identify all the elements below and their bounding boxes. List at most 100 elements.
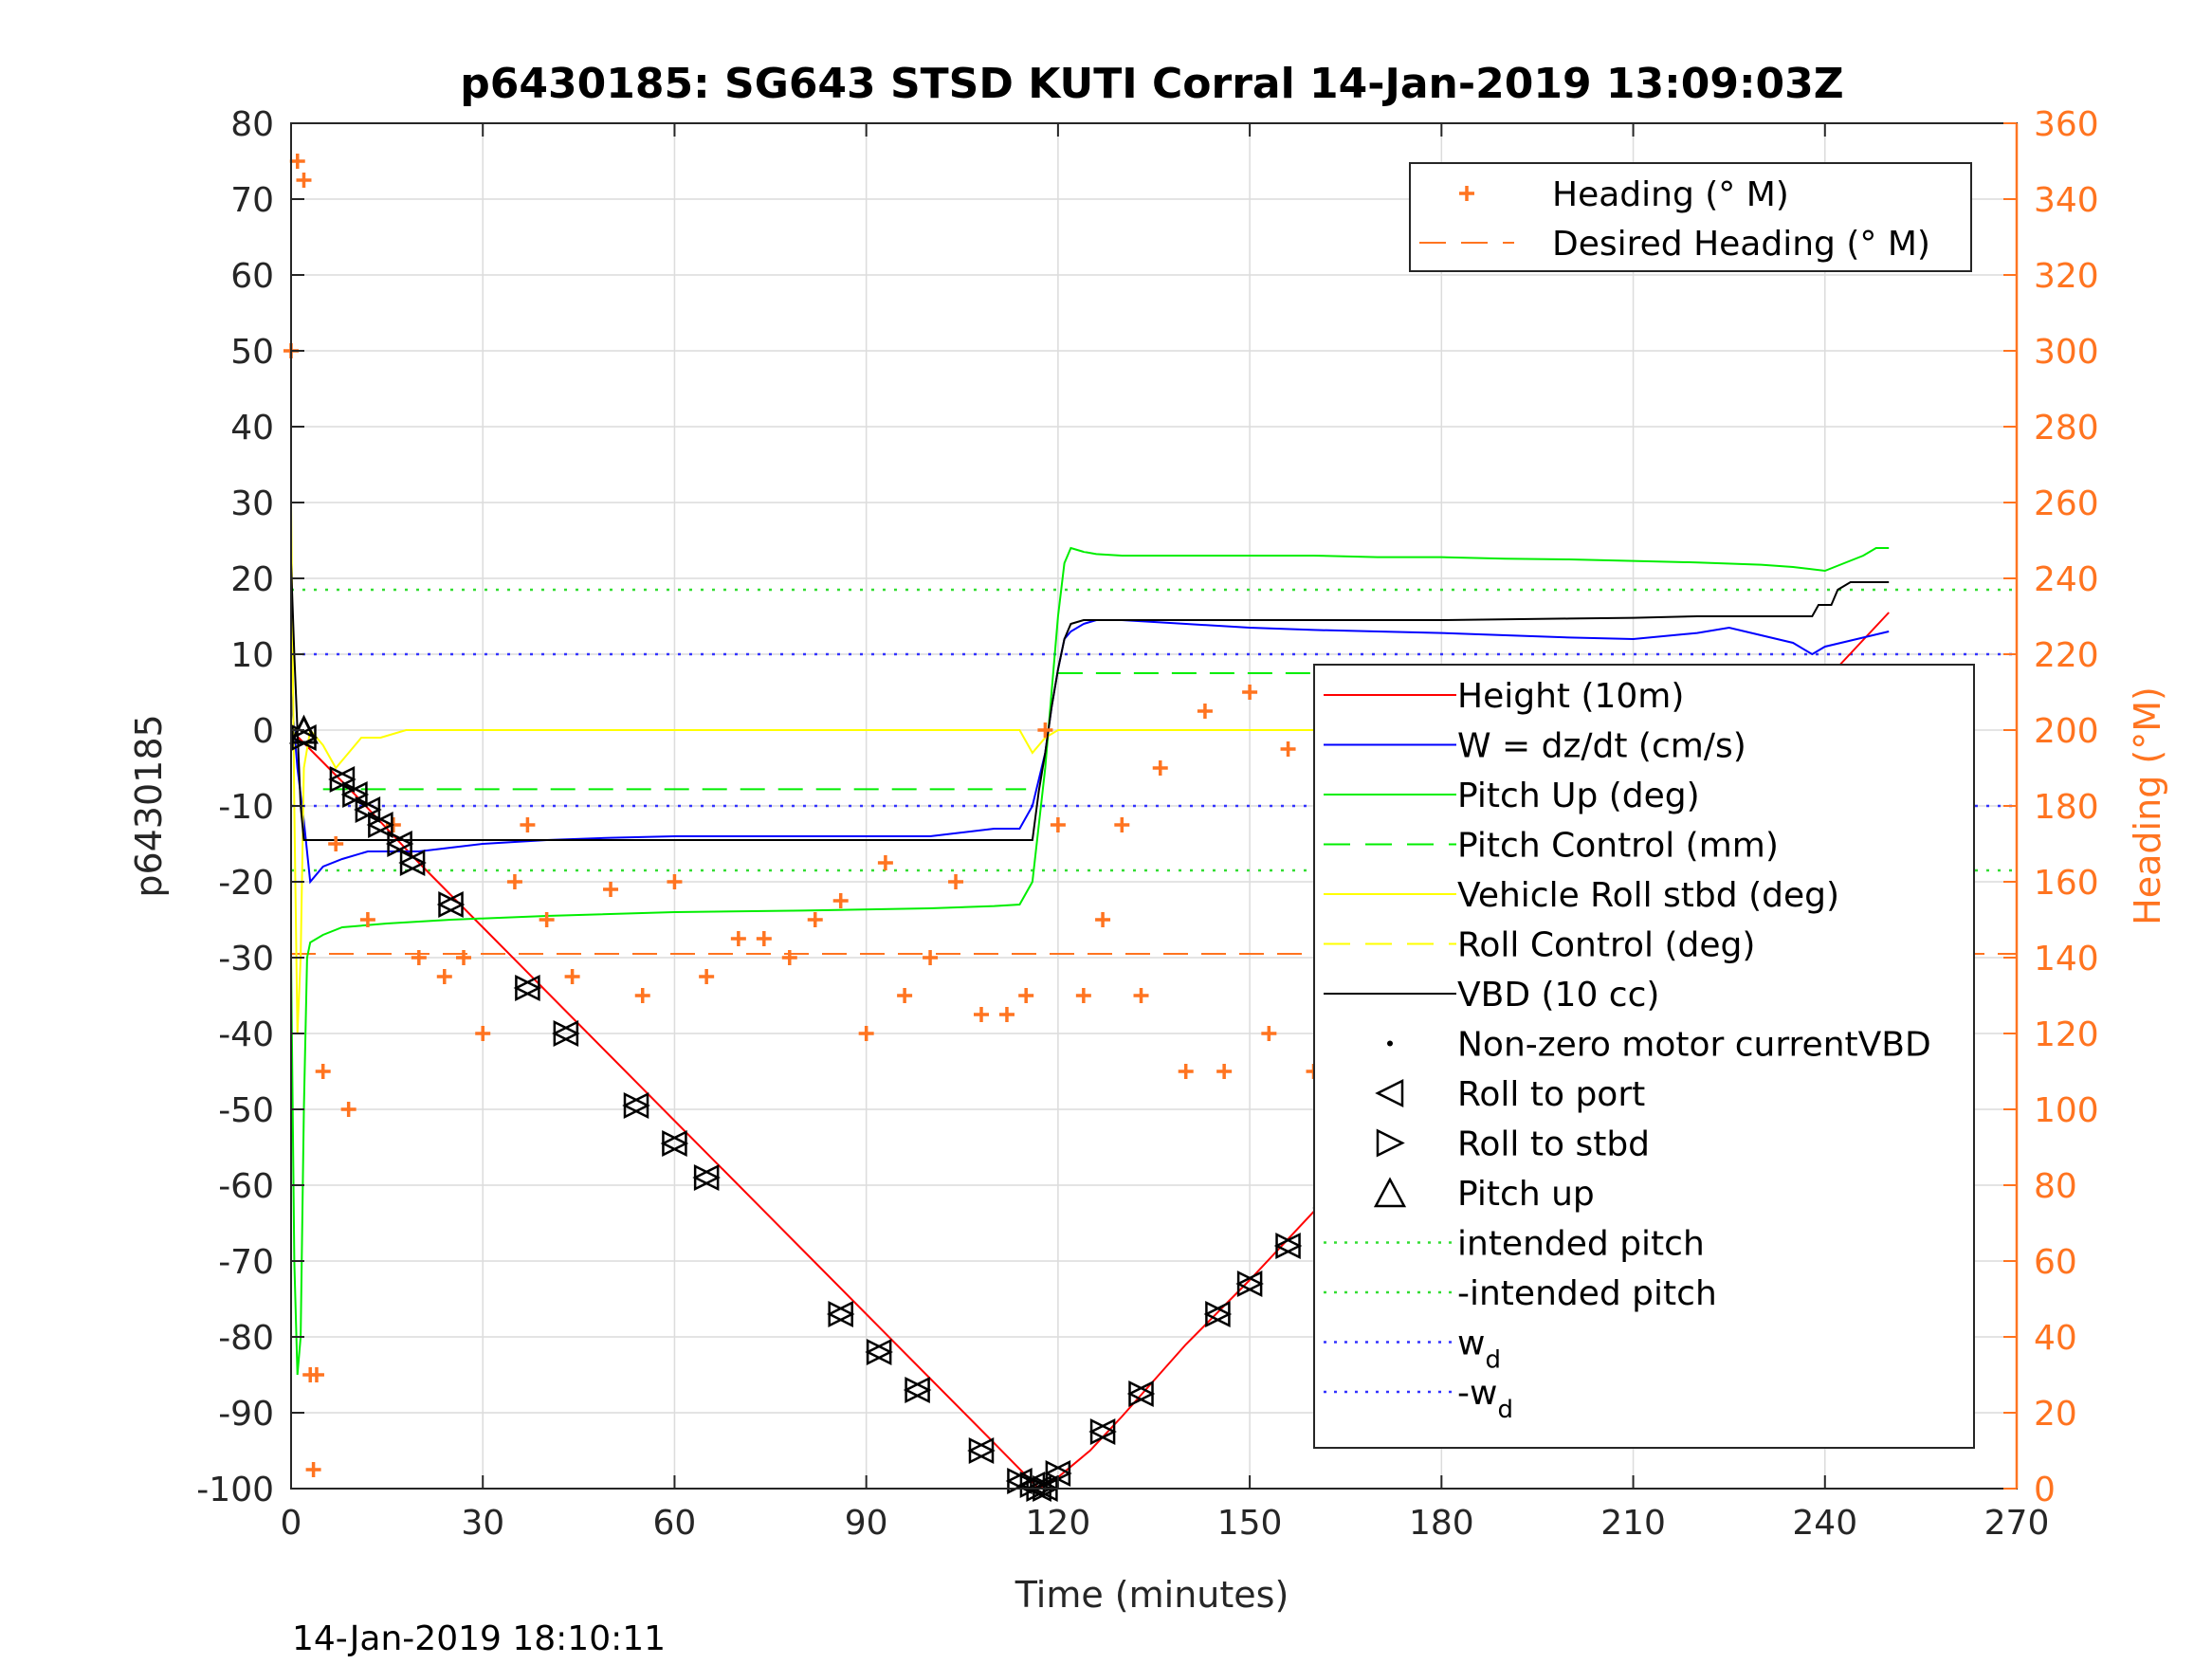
roll-to-port-marker (826, 1300, 853, 1328)
roll-to-port-marker (903, 1376, 930, 1404)
y-right-tick-label: 180 (2034, 788, 2099, 827)
y-right-tick-label: 300 (2034, 333, 2099, 372)
y-right-tick-label: 320 (2034, 257, 2099, 296)
legend-label: Pitch Up (deg) (1457, 777, 1700, 815)
roll-to-stbd-marker (968, 1436, 996, 1465)
heading-point (1152, 760, 1168, 776)
x-tick-label: 210 (1600, 1504, 1666, 1543)
heading-point (1114, 817, 1130, 832)
x-tick-label: 30 (461, 1504, 504, 1543)
roll-to-stbd-marker (399, 849, 427, 877)
y-left-tick-label: 80 (230, 105, 274, 144)
x-tick-label: 180 (1409, 1504, 1474, 1543)
roll-to-stbd-marker (693, 1163, 721, 1192)
legend-entry: Height (10m) (1324, 677, 1684, 716)
legend-tri-left (1375, 1078, 1404, 1108)
y-left-tick-label: 30 (230, 485, 274, 523)
heading-point (305, 1462, 321, 1477)
y-right-tick-label: 40 (2034, 1319, 2077, 1358)
y-right-tick-label: 60 (2034, 1243, 2077, 1282)
y-left-tick-label: -50 (218, 1091, 274, 1130)
y-right-tick-label: 220 (2034, 636, 2099, 675)
y-left-tick-label: 70 (230, 181, 274, 220)
legend-main: Height (10m) W = dz/dt (cm/s) Pitch Up (de… (1313, 664, 1975, 1449)
y-left-tick-label: -10 (218, 788, 274, 827)
legend-entry: Roll Control (deg) (1324, 926, 1755, 965)
y-right-tick-label: 120 (2034, 1015, 2099, 1054)
legend-label: Roll to stbd (1457, 1125, 1650, 1164)
heading-point (475, 1026, 491, 1041)
heading-point (315, 1064, 331, 1079)
x-tick-label: 60 (653, 1504, 697, 1543)
heading-point (1216, 1064, 1233, 1079)
x-tick-label: 90 (845, 1504, 888, 1543)
roll-to-port-marker (1088, 1417, 1116, 1446)
heading-point (634, 988, 650, 1003)
y-left-tick-label: -60 (218, 1167, 274, 1206)
y-left-tick-label: 0 (252, 712, 274, 751)
legend-label: Heading (° M) (1552, 175, 1789, 214)
legend-entry: Roll to port (1375, 1075, 1645, 1114)
roll-to-port-marker (865, 1338, 892, 1366)
legend-entry: -intended pitch (1324, 1274, 1717, 1313)
y-left-tick-label: -20 (218, 864, 274, 903)
legend-label: VBD (10 cc) (1457, 976, 1659, 1015)
legend-entry: Heading (° M) (1459, 175, 1789, 214)
legend-heading: Heading (° M) Desired Heading (° M) (1409, 162, 1972, 272)
legend-label: Height (10m) (1457, 677, 1684, 716)
y-left-tick-label: -70 (218, 1243, 274, 1282)
heading-point (1075, 988, 1091, 1003)
x-tick-label: 150 (1217, 1504, 1283, 1543)
legend-label: Non-zero motor currentVBD (1457, 1026, 1931, 1065)
legend-label: W = dz/dt (cm/s) (1457, 727, 1746, 766)
y-left-tick-label: 20 (230, 560, 274, 599)
legend-label: Roll Control (deg) (1457, 926, 1755, 965)
roll-to-port-marker (436, 890, 464, 919)
series-vbd-10-cc- (290, 562, 1890, 841)
y-right-tick-label: 280 (2034, 409, 2099, 448)
x-axis-label: Time (minutes) (1015, 1574, 1289, 1616)
heading-point (359, 912, 375, 927)
y-axis-left: -100-90-80-70-60-50-40-30-20-10010203040… (196, 105, 304, 1509)
x-tick-label: 240 (1792, 1504, 1857, 1543)
heading-point (923, 950, 939, 965)
heading-point (1242, 685, 1258, 700)
y-axis-right: 0 20 40 60 80 100 120 140 160 180 200 220 240 260 280 3… (2003, 105, 2099, 1509)
legend-entry: intended pitch (1324, 1225, 1705, 1264)
x-axis: 0 30 60 90 120 150 180 210 240 270 (281, 123, 2049, 1543)
heading-point (877, 855, 893, 870)
y-left-tick-label: 60 (230, 257, 274, 296)
roll-to-stbd-marker (342, 780, 370, 809)
legend-dot (1387, 1040, 1393, 1047)
heading-point (411, 950, 427, 965)
legend-entry: Pitch Up (deg) (1324, 777, 1700, 815)
heading-point (328, 836, 344, 851)
heading-point (998, 1007, 1015, 1022)
heading-point (1280, 741, 1296, 757)
heading-point (858, 1026, 874, 1041)
roll-to-stbd-marker (1275, 1232, 1303, 1260)
legend-label-subscript: d (1497, 1396, 1513, 1424)
y-left-tick-label: -90 (218, 1395, 274, 1434)
heading-point (1133, 988, 1149, 1003)
heading-point (1095, 912, 1111, 927)
legend-entry: Roll to stbd (1376, 1125, 1650, 1164)
heading-point (456, 950, 471, 965)
legend-entry: Pitch up (1373, 1175, 1595, 1214)
legend-entry: VBD (10 cc) (1324, 976, 1659, 1015)
legend-tri-right (1376, 1128, 1405, 1158)
roll-to-stbd-marker (662, 1129, 689, 1158)
heading-point (564, 969, 580, 984)
legend-entry: Non-zero motor currentVBD (1387, 1026, 1931, 1065)
heading-point (520, 817, 536, 832)
y-right-tick-label: 200 (2034, 712, 2099, 751)
legend-label: Desired Heading (° M) (1552, 225, 1930, 264)
heading-point (1050, 817, 1066, 832)
heading-point (603, 882, 619, 897)
legend-box (1409, 162, 1972, 272)
y-left-tick-label: 10 (230, 636, 274, 675)
y-axis-label-right: Heading (°M) (2127, 686, 2168, 925)
roll-to-port-marker (1203, 1300, 1231, 1328)
y-left-tick-label: 50 (230, 333, 274, 372)
